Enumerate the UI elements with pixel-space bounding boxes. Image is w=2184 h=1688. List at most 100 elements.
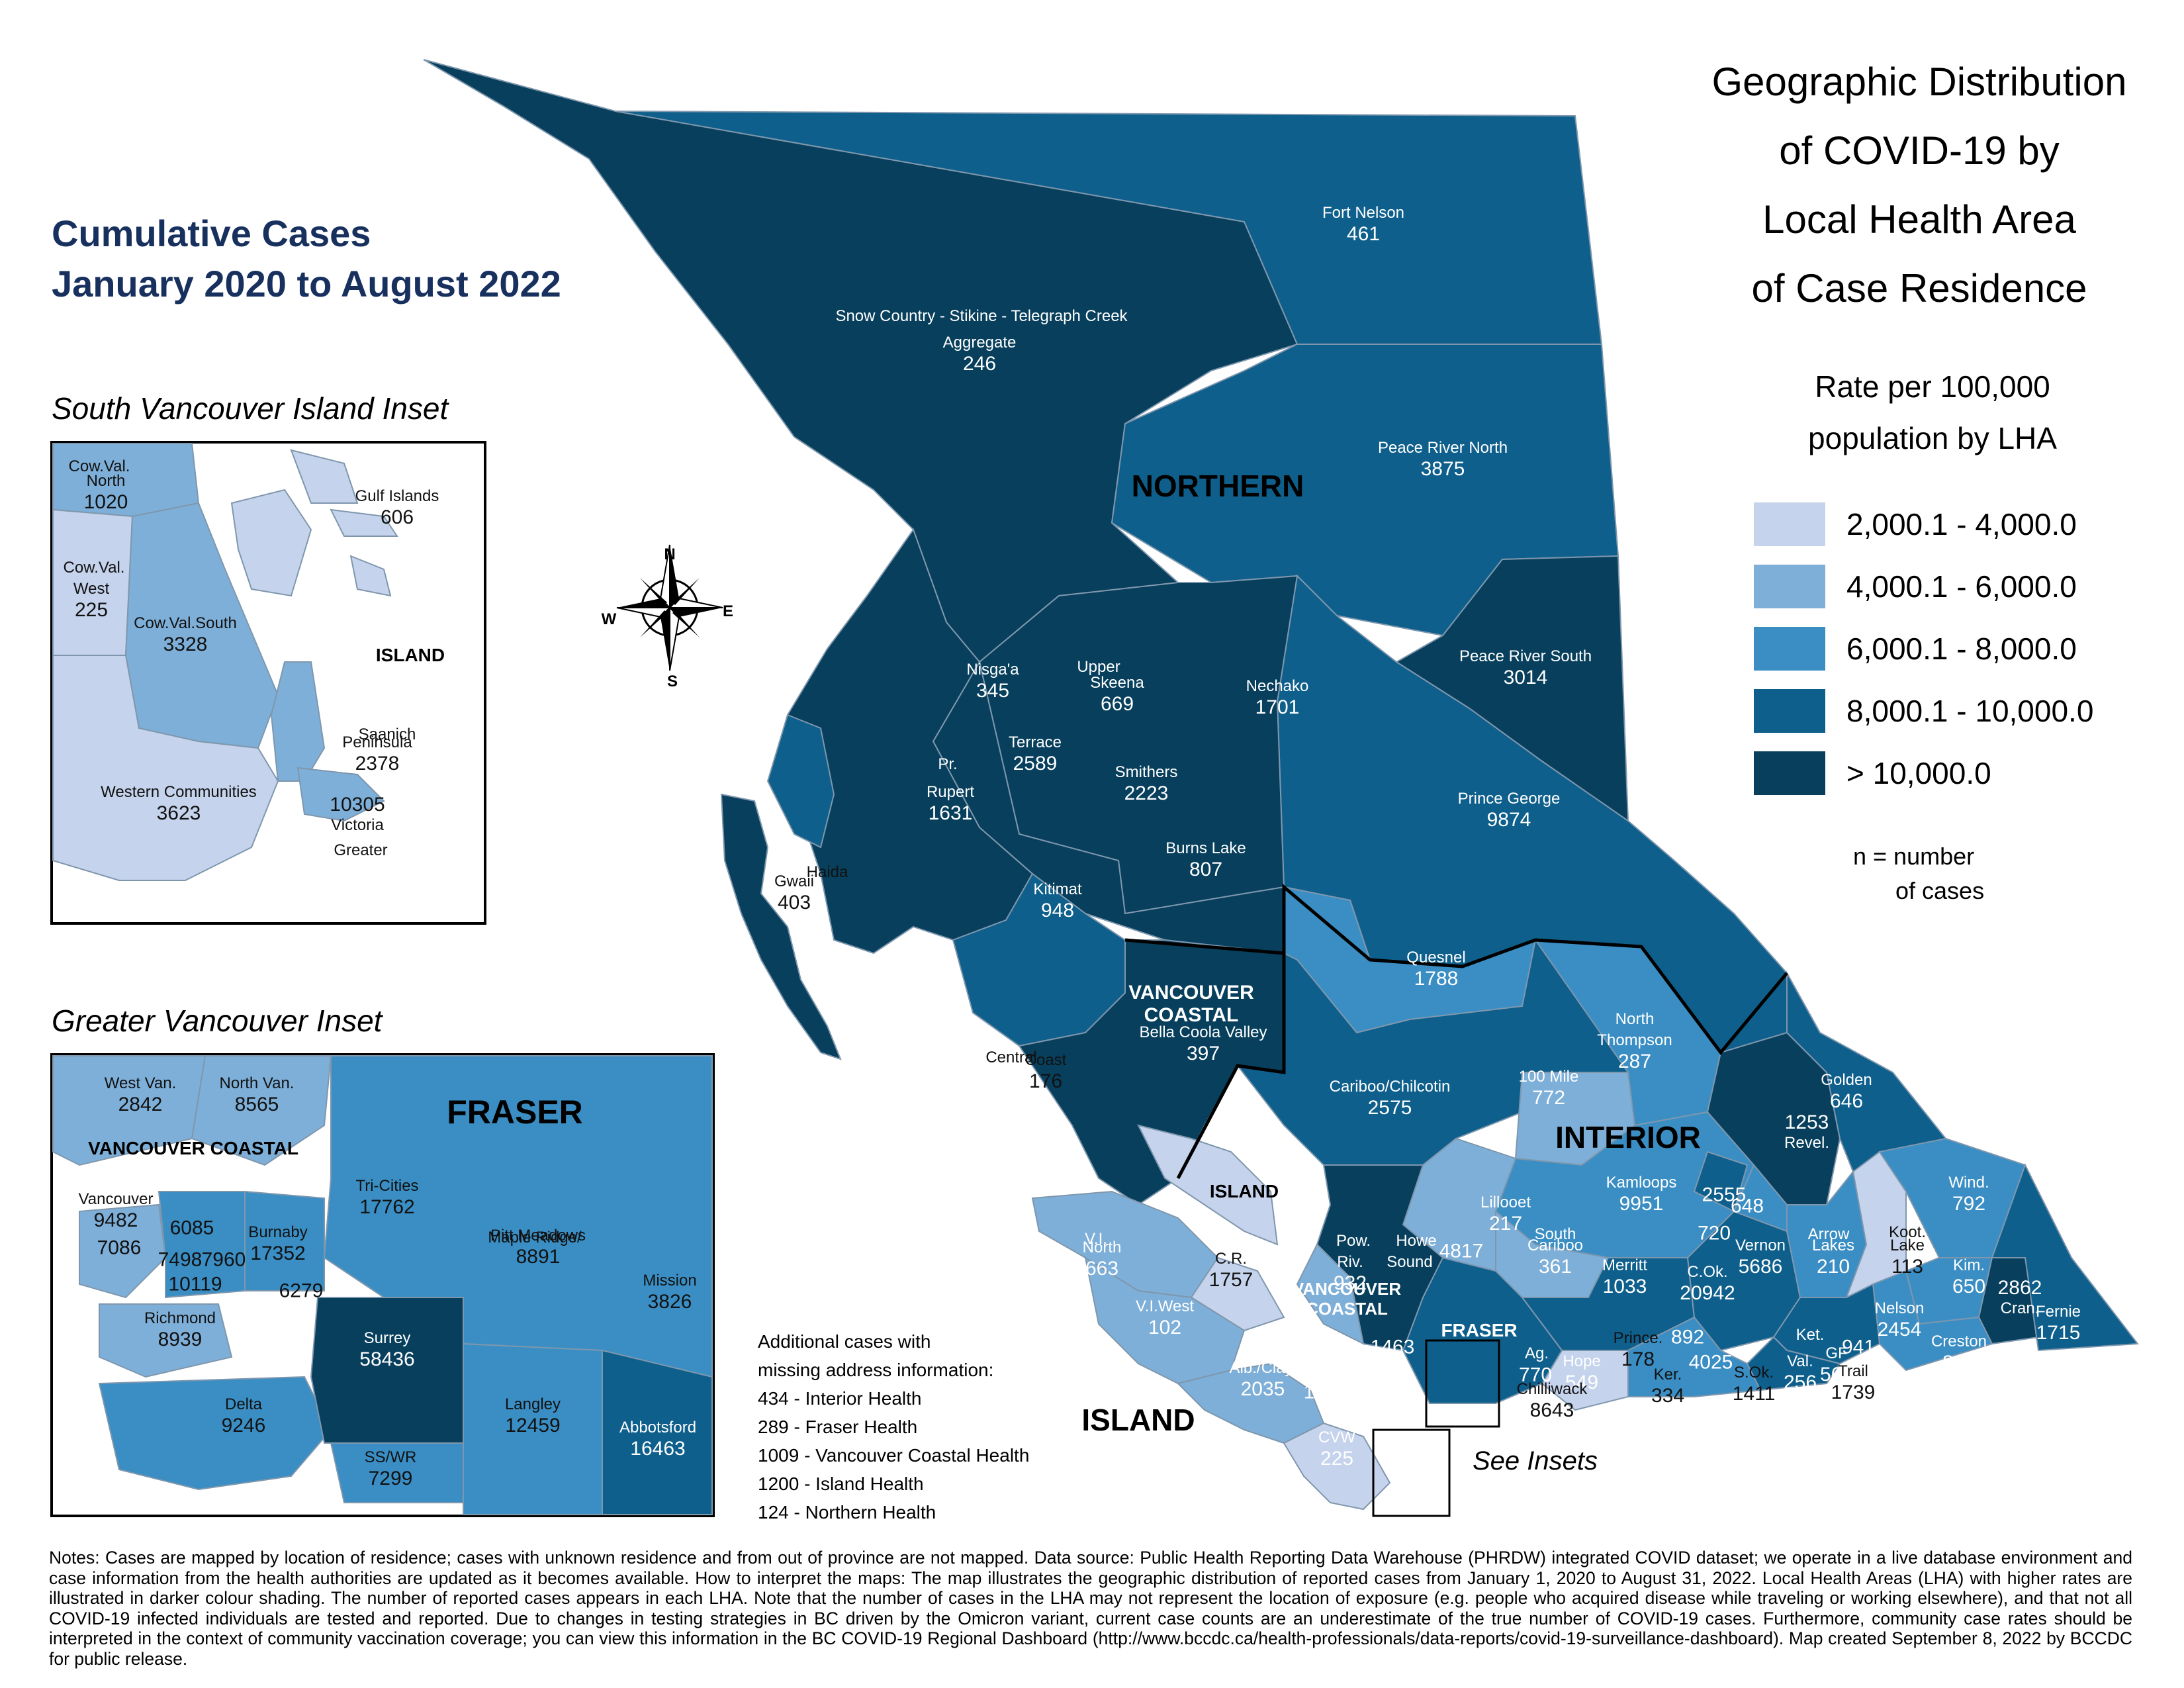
region-vancouver-coastal-inset: VANCOUVER COASTAL (88, 1138, 298, 1158)
lha-label-howe-sound-2: Sound (1387, 1253, 1432, 1272)
lha-label-cranbrook: 2862 Cran. (1998, 1276, 2042, 1319)
lha-name: Golden (1821, 1071, 1872, 1090)
lha-peace-river-north (1111, 344, 1619, 637)
lha-label-gv-new-west: 6279 (279, 1279, 324, 1302)
lha-name: Lillooet (1480, 1194, 1531, 1212)
lha-name: Delta (224, 1395, 263, 1414)
lha-name: Burnaby (248, 1223, 308, 1242)
lha-name: Ag. (1524, 1344, 1549, 1362)
lha-case-count: 8891 (516, 1246, 561, 1268)
lha-name: North (1082, 1239, 1122, 1257)
lha-label-vernon: Vernon 5686 (1735, 1237, 1786, 1279)
lha-name: North Van. (219, 1074, 295, 1093)
lha-name: Riv. (1337, 1253, 1363, 1272)
missing-address-cases: Additional cases with missing address in… (758, 1327, 1029, 1526)
lha-case-count: 10119 (168, 1273, 222, 1295)
lha-case-count: 941 (1841, 1336, 1876, 1358)
lha-case-count: 8643 (1529, 1399, 1574, 1422)
legend-label-2: 4,000.1 - 6,000.0 (1846, 569, 2077, 604)
lha-name: West Van. (104, 1074, 177, 1093)
lha-case-count: 225 (1320, 1448, 1354, 1470)
lha-name: SS/WR (364, 1448, 417, 1467)
lha-label-hundred-mile: 100 Mile 772 (1519, 1068, 1579, 1110)
lha-name: Nisga'a (966, 661, 1019, 679)
lha-case-count: 2575 (1367, 1097, 1412, 1119)
sv-gulf-islands-d (330, 508, 398, 537)
gv-burnaby (244, 1190, 325, 1291)
legend-class-4: 8,000.1 - 10,000.0 (1754, 680, 2093, 742)
lha-label-peace-river-south: Peace River South 3014 (1459, 647, 1592, 690)
lha-label-penticton: 4025 (1689, 1350, 1733, 1374)
compass-s: S (666, 673, 678, 690)
lha-case-count: 948 (1040, 900, 1075, 922)
lha-case-count: 1411 (1732, 1383, 1776, 1405)
lha-name: Surrey (363, 1329, 411, 1348)
lha-case-count: 890 (1942, 1352, 1976, 1374)
lha-name: Langley (504, 1395, 561, 1414)
lha-name: Western Communities (101, 783, 257, 802)
lha-case-count: 246 (962, 353, 997, 375)
lha-case-count: 720 (1697, 1222, 1731, 1244)
missing-interior: 434 - Interior Health (758, 1388, 922, 1409)
lha-case-count: 287 (1617, 1051, 1652, 1073)
lha-case-count: 4025 (1688, 1351, 1733, 1374)
lha-label-vi-north-1: V.I. (1085, 1230, 1107, 1248)
lha-name: North (86, 472, 126, 491)
lha-case-count: 7498 (158, 1248, 203, 1271)
lha-label-gv-van-a: 6085 (170, 1216, 214, 1239)
lha-name: C.Ok. (1687, 1263, 1728, 1282)
lha-case-count: 461 (1346, 223, 1381, 246)
lha-name: Sound (1387, 1252, 1433, 1271)
lha-case-count: 361 (1538, 1256, 1572, 1278)
legend-label-1: 2,000.1 - 4,000.0 (1846, 507, 2077, 541)
lha-name: Maple Ridge/ (488, 1228, 582, 1246)
lha-case-count: 9246 (221, 1415, 266, 1437)
lha-name: Thompson (1597, 1031, 1672, 1050)
lha-case-count: 256 (1783, 1372, 1817, 1394)
lha-label-sv-cow-val-west-1: Cow.Val. (64, 559, 125, 577)
lha-label-creston: Creston 890 (1931, 1333, 1987, 1375)
notes-paragraph: Notes: Cases are mapped by location of r… (49, 1548, 2132, 1669)
lha-case-count: 7086 (97, 1237, 142, 1259)
lha-label-cvw: CVW 225 (1318, 1429, 1355, 1471)
missing-northern: 124 - Northern Health (758, 1502, 936, 1523)
lha-label-smithers: Smithers 2223 (1115, 763, 1178, 806)
lha-case-count: 4817 (1439, 1240, 1484, 1262)
lha-name: Greater (334, 841, 388, 859)
map-title-line-2: of COVID-19 by (1779, 128, 2060, 173)
lha-name: Cran. (2000, 1299, 2040, 1318)
lha-case-count: 2862 (1997, 1277, 2042, 1299)
lha-haida-gwaii (720, 793, 842, 1060)
lha-case-count: 1463 (1370, 1336, 1415, 1358)
missing-island: 1200 - Island Health (758, 1474, 924, 1494)
lha-name: Rupert (926, 783, 975, 802)
lha-case-count: 102 (1148, 1317, 1182, 1339)
lha-label-central-ok: C.Ok. 20942 (1680, 1263, 1735, 1305)
lha-label-castlegar: 941 (1842, 1335, 1875, 1358)
lha-label-quesnel: Quesnel 1788 (1406, 949, 1465, 991)
lha-name: Chilliwack (1516, 1380, 1588, 1399)
lha-label-hope: Hope 549 (1563, 1352, 1600, 1395)
lha-label-summerland: 892 (1671, 1325, 1704, 1348)
lha-label-armstrong: 720 (1698, 1221, 1731, 1244)
lha-case-count: 892 (1670, 1326, 1705, 1348)
lha-label-central-coast-2: Coast 176 (1025, 1051, 1067, 1094)
lha-name: Terrace (1008, 733, 1062, 752)
lha-label-bella-coola: Bella Coola Valley 397 (1140, 1023, 1267, 1066)
lha-label-gv-van-c: 7498 (158, 1248, 203, 1271)
lha-label-south-cariboo-1: South (1535, 1225, 1576, 1244)
lha-label-kitimat: Kitimat 948 (1033, 880, 1081, 923)
lha-case-count: 807 (1189, 859, 1223, 881)
lha-label-pr-rupert-2: Rupert 1631 (927, 783, 974, 825)
lha-name: Tri-Cities (355, 1177, 419, 1196)
lha-label-powell-river-1: Pow. (1336, 1232, 1371, 1250)
legend-swatch-2 (1754, 565, 1825, 608)
lha-case-count: 2378 (355, 753, 400, 775)
lha-name: Skeena (1090, 674, 1144, 692)
lha-case-count: 646 (1829, 1090, 1864, 1113)
lha-case-count: 1739 (1831, 1382, 1876, 1404)
compass-w: W (601, 610, 617, 628)
lha-label-gv-langley: Langley 12459 (505, 1395, 561, 1438)
lha-case-count: 58436 (359, 1348, 415, 1371)
lha-label-howe-sound-cases: 4817 (1439, 1239, 1484, 1262)
